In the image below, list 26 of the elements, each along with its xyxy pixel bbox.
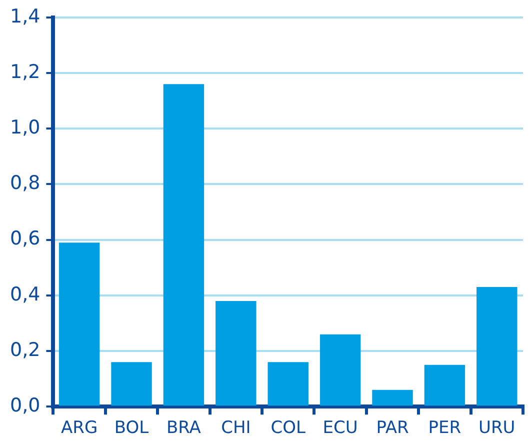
- y-tick-label: 0,6: [10, 228, 40, 250]
- bar: [424, 364, 466, 406]
- bar: [163, 84, 204, 406]
- y-tick-label: 0,0: [10, 394, 40, 417]
- bar: [476, 287, 518, 406]
- x-tick-label: URU: [478, 418, 516, 438]
- bar: [216, 300, 256, 406]
- bar: [111, 362, 152, 406]
- y-tick-label: 1,0: [10, 116, 40, 139]
- y-tick-label: 0,4: [10, 283, 40, 306]
- bar: [372, 390, 413, 406]
- x-tick-label: PER: [428, 418, 462, 438]
- x-tick-label: ARG: [61, 418, 98, 438]
- y-tick-label: 1,4: [10, 5, 40, 28]
- bar: [320, 334, 361, 406]
- y-tick-label: 1,2: [10, 60, 40, 83]
- x-tick-label: CHI: [221, 418, 251, 438]
- bar: [268, 362, 308, 406]
- y-tick-label: 0,8: [10, 172, 40, 194]
- x-tick-label: BRA: [166, 418, 202, 438]
- y-tick-label: 0,2: [10, 338, 40, 361]
- x-tick-label: ECU: [322, 418, 358, 438]
- x-tick-label: BOL: [114, 418, 150, 438]
- x-tick-label: COL: [270, 418, 306, 438]
- x-tick-label: PAR: [376, 418, 409, 438]
- bar: [58, 242, 100, 406]
